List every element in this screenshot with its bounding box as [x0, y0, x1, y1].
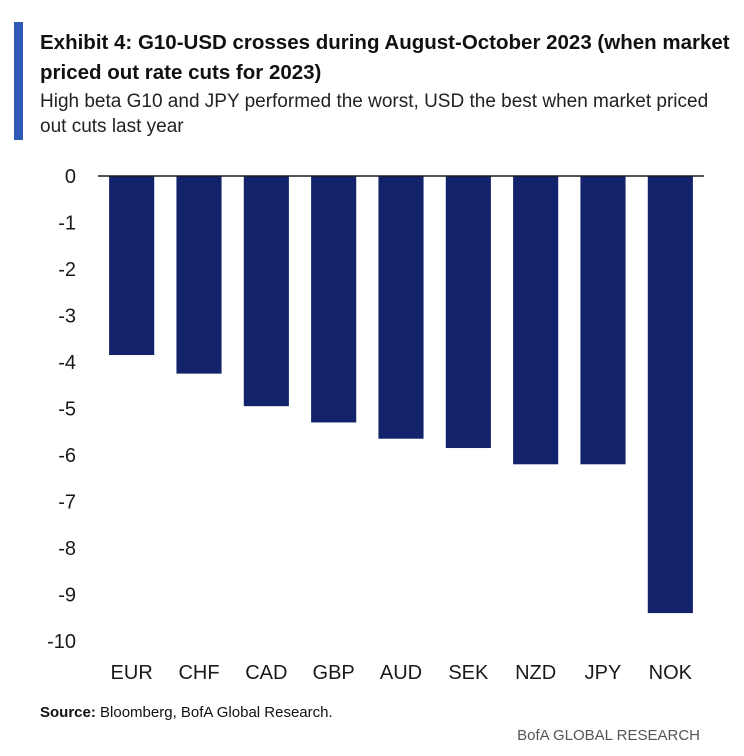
- x-tick-label: EUR: [111, 662, 153, 684]
- chart-subtitle: High beta G10 and JPY performed the wors…: [40, 91, 709, 137]
- x-tick-label: SEK: [448, 662, 489, 684]
- y-tick-label: -4: [58, 352, 76, 374]
- bar-eur: [109, 176, 155, 356]
- y-tick-label: -2: [58, 259, 76, 281]
- y-tick-label: -10: [47, 631, 76, 653]
- y-tick-label: -3: [58, 306, 76, 328]
- bar-aud: [378, 176, 424, 439]
- bar-jpy: [580, 176, 626, 465]
- source-note: Source: Bloomberg, BofA Global Research.: [40, 704, 333, 721]
- x-tick-label: CAD: [245, 662, 287, 684]
- y-tick-label: -5: [58, 399, 76, 421]
- bar-sek: [445, 176, 491, 449]
- bars: [109, 176, 693, 614]
- x-tick-label: NZD: [515, 662, 556, 684]
- chart-title: Exhibit 4: G10-USD crosses during August…: [40, 31, 730, 84]
- bar-gbp: [311, 176, 357, 423]
- bar-chf: [176, 176, 222, 374]
- brand-footer: BofA GLOBAL RESEARCH: [517, 727, 700, 744]
- x-tick-label: CHF: [178, 662, 219, 684]
- title-accent-bar: [14, 22, 23, 140]
- y-tick-label: -9: [58, 585, 76, 607]
- y-tick-label: -7: [58, 492, 76, 514]
- bar-chart: 0 -1 -2 -3 -4 -5 -6 -7 -8 -9 -10 EUR CHF CAD GBP AUD SE…: [47, 166, 704, 684]
- x-tick-label: GBP: [313, 662, 355, 684]
- x-tick-label: AUD: [380, 662, 422, 684]
- source-text: Bloomberg, BofA Global Research.: [95, 704, 333, 721]
- y-tick-label: -8: [58, 538, 76, 560]
- x-tick-label: NOK: [649, 662, 693, 684]
- y-axis-labels: 0 -1 -2 -3 -4 -5 -6 -7 -8 -9 -10: [47, 166, 76, 653]
- bar-nok: [647, 176, 693, 614]
- bar-nzd: [513, 176, 559, 465]
- bar-cad: [243, 176, 289, 407]
- x-tick-label: JPY: [585, 662, 622, 684]
- x-axis-labels: EUR CHF CAD GBP AUD SEK NZD JPY NOK: [111, 662, 693, 684]
- y-tick-label: -1: [58, 213, 76, 235]
- y-tick-label: -6: [58, 445, 76, 467]
- y-tick-label: 0: [65, 166, 76, 188]
- source-label: Source:: [40, 704, 96, 721]
